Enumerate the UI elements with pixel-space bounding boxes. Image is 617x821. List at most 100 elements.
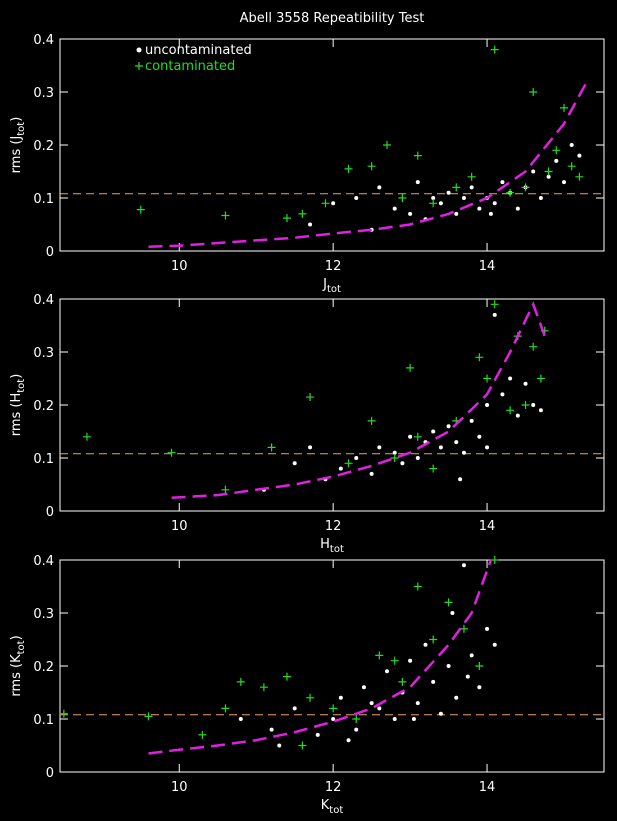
point-plus [398, 677, 407, 686]
x-axis-label-main: H [320, 537, 330, 552]
y-tick-label: 0 [46, 245, 54, 260]
y-axis-label-close: ) [9, 117, 24, 122]
point-plus [236, 677, 245, 686]
point-dot [269, 727, 274, 732]
y-tick-label: 0.4 [33, 33, 54, 48]
y-axis-label-close: ) [9, 374, 24, 379]
point-plus [521, 401, 530, 409]
point-dot [515, 206, 520, 211]
point-plus [136, 205, 145, 214]
point-dot [450, 611, 455, 615]
point-dot [369, 701, 374, 706]
point-dot [346, 738, 351, 743]
y-tick-label: 0.3 [33, 86, 54, 101]
point-dot [531, 169, 536, 174]
point-plus [306, 393, 315, 402]
point-plus [429, 464, 438, 473]
point-dot [438, 711, 443, 716]
point-dot [423, 642, 428, 647]
point-plus [536, 374, 545, 383]
point-plus [490, 300, 499, 309]
x-tick-label: 10 [171, 780, 188, 795]
point-dot [492, 201, 497, 206]
point-plus [306, 693, 315, 702]
point-dot [415, 701, 420, 706]
point-plus [321, 199, 330, 208]
point-dot [469, 418, 474, 423]
y-tick-label: 0.3 [33, 346, 54, 361]
point-plus [144, 712, 153, 721]
point-dot [431, 679, 436, 684]
point-dot [515, 413, 520, 418]
point-dot [377, 445, 382, 450]
point-plus [367, 162, 376, 171]
point-dot [485, 445, 490, 450]
y-tick-label: 0.4 [33, 554, 54, 569]
point-plus [529, 342, 538, 351]
x-axis-label-main: J [322, 277, 327, 292]
y-axis-label-main: rms (K [9, 654, 24, 697]
point-dot [531, 403, 536, 407]
point-dot [561, 180, 566, 185]
point-dot [477, 685, 482, 690]
point-plus [267, 443, 276, 452]
point-dot [500, 392, 505, 397]
y-tick-label: 0.2 [33, 399, 54, 414]
point-plus [375, 651, 384, 660]
point-dot [338, 695, 343, 700]
point-plus [490, 556, 499, 564]
point-dot [415, 456, 420, 460]
point-dot [400, 461, 405, 466]
point-plus [452, 183, 461, 192]
y-tick-label: 0.4 [33, 293, 54, 308]
point-dot [392, 206, 397, 211]
point-plus [429, 635, 438, 644]
point-dot [454, 440, 459, 445]
point-dot [377, 185, 382, 190]
point-dot [392, 450, 397, 455]
y-tick-label: 0.1 [33, 192, 54, 207]
point-plus [521, 183, 530, 192]
point-dot [485, 626, 490, 631]
x-axis-label: Jtot [322, 277, 341, 295]
point-dot [292, 461, 297, 466]
point-dot [238, 717, 243, 721]
point-plus [506, 188, 515, 197]
point-plus [413, 582, 422, 591]
point-plus [529, 88, 538, 96]
x-tick-label: 12 [325, 780, 342, 795]
point-dot [454, 211, 459, 216]
y-tick-label: 0.1 [33, 452, 54, 467]
point-plus [490, 45, 499, 54]
point-dot [523, 381, 528, 386]
x-axis-label: Htot [320, 537, 344, 555]
point-dot [369, 471, 374, 476]
point-dot [546, 174, 551, 179]
point-dot [446, 190, 451, 195]
y-axis-label: rms (Htot) [9, 374, 27, 437]
point-plus [483, 374, 492, 383]
point-plus [59, 709, 68, 718]
y-axis-label-sub: tot [16, 122, 27, 136]
point-plus [475, 662, 484, 670]
y-axis-label-sub: tot [16, 640, 27, 654]
legend-marker [135, 62, 143, 70]
point-dot [500, 180, 505, 185]
point-dot [538, 196, 543, 200]
x-axis-label-sub: tot [327, 284, 341, 295]
point-plus [567, 162, 576, 171]
point-plus [259, 683, 268, 692]
x-tick-label: 10 [171, 519, 188, 534]
point-plus [352, 715, 361, 723]
point-dot [392, 717, 397, 721]
point-dot [415, 180, 420, 185]
point-dot [492, 642, 497, 647]
point-dot [488, 211, 493, 216]
y-tick-label: 0 [46, 505, 54, 520]
point-dot [461, 196, 466, 200]
point-plus [475, 353, 484, 362]
point-dot [361, 685, 366, 690]
legend-label: uncontaminated [145, 43, 252, 58]
point-dot [292, 706, 297, 711]
